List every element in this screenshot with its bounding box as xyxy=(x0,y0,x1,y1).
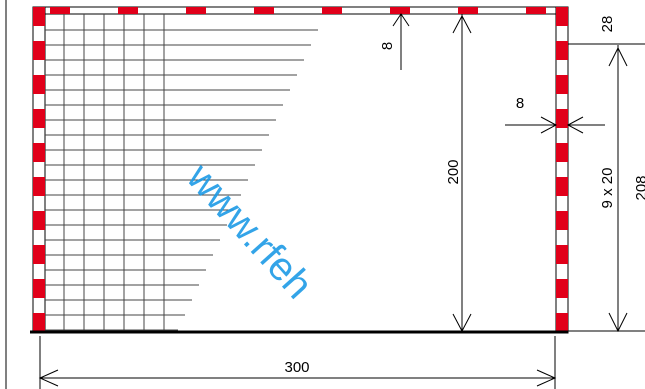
left-post-red-band xyxy=(33,75,45,94)
crossbar-red-band xyxy=(50,7,70,14)
right-post-red-band xyxy=(556,245,568,264)
left-post-red-band xyxy=(33,109,45,128)
crossbar-red-band xyxy=(390,7,410,14)
right-post-red-band xyxy=(556,313,568,332)
crossbar xyxy=(32,6,564,15)
right-post-red-band xyxy=(556,279,568,298)
left-post-red-band xyxy=(33,143,45,162)
left-post-red-band xyxy=(33,7,45,26)
left-post-red-band xyxy=(33,279,45,298)
crossbar-red-band xyxy=(254,7,274,14)
frame-lines xyxy=(5,0,645,389)
left-post xyxy=(32,6,46,334)
dimension-net-depth xyxy=(392,13,410,70)
crossbar-red-band xyxy=(526,7,546,14)
watermark: www.rfeh xyxy=(178,155,321,307)
net-depth-label: 8 xyxy=(379,42,396,50)
left-post-red-band xyxy=(33,211,45,230)
right-post-red-band xyxy=(556,7,568,26)
right-post xyxy=(555,6,569,334)
left-post-red-band xyxy=(33,41,45,60)
crossbar-red-band xyxy=(118,7,138,14)
top-offset-label: 28 xyxy=(599,16,616,33)
dimension-goal-height xyxy=(452,14,472,333)
crossbar-red-band xyxy=(186,7,206,14)
goal-width-label: 300 xyxy=(284,359,309,376)
right-post-red-band xyxy=(556,41,568,60)
goal-height-label: 200 xyxy=(445,159,462,184)
left-post-red-band xyxy=(33,177,45,196)
net-grid xyxy=(45,14,318,331)
dimension-post-width xyxy=(505,116,605,134)
right-post-red-band xyxy=(556,211,568,230)
right-post-red-band xyxy=(556,177,568,196)
total-height-label: 208 xyxy=(633,175,645,200)
crossbar-red-band xyxy=(322,7,342,14)
dimension-goal-width xyxy=(38,369,557,387)
dimension-total-height xyxy=(608,45,628,333)
post-width-label: 8 xyxy=(516,95,524,112)
right-post-red-band xyxy=(556,109,568,128)
left-post-red-band xyxy=(33,313,45,332)
segments-label: 9 x 20 xyxy=(599,168,616,209)
crossbar-red-band xyxy=(458,7,478,14)
right-post-red-band xyxy=(556,143,568,162)
left-post-red-band xyxy=(33,245,45,264)
right-post-red-band xyxy=(556,75,568,94)
